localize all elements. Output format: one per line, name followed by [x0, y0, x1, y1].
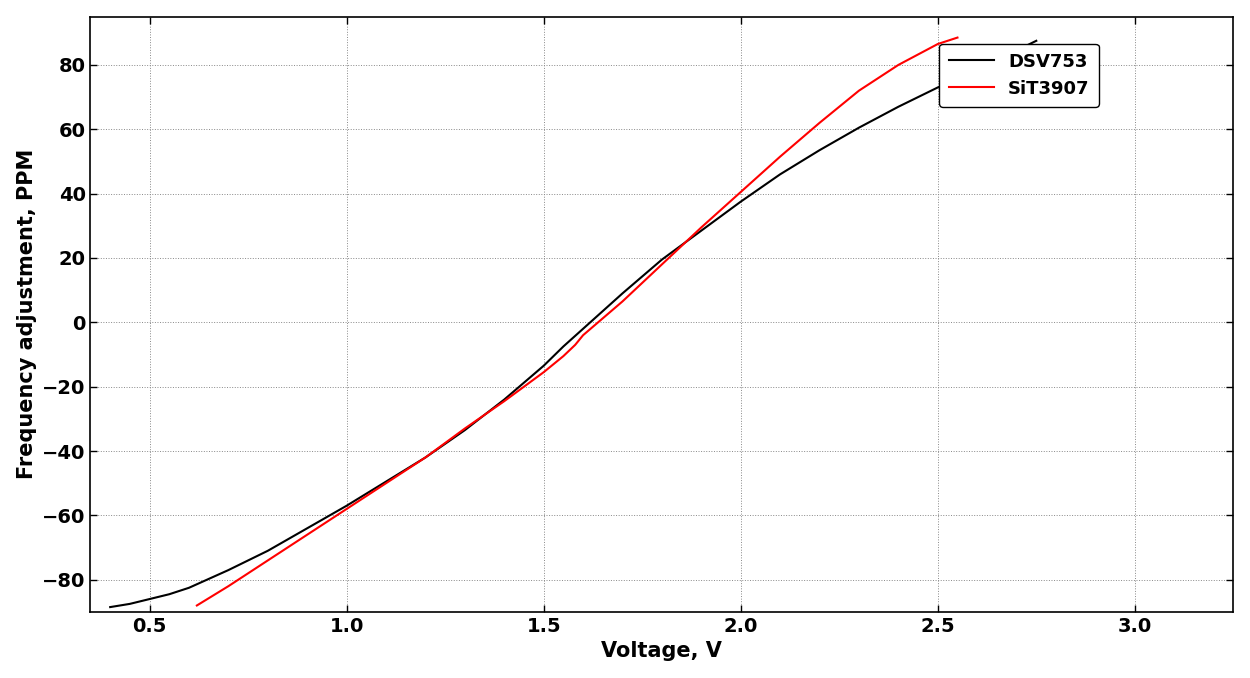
DSV753 [772, 170, 788, 178]
DSV753 [300, 524, 315, 532]
Line: SiT3907: SiT3907 [196, 37, 958, 605]
SiT3907 [458, 424, 472, 433]
DSV753 [556, 342, 571, 351]
DSV753 [260, 546, 275, 555]
DSV753 [615, 290, 630, 298]
SiT3907 [615, 298, 630, 306]
SiT3907 [556, 352, 571, 360]
SiT3907 [300, 531, 315, 539]
Line: DSV753: DSV753 [110, 41, 1036, 607]
SiT3907 [851, 87, 866, 95]
SiT3907 [950, 33, 965, 41]
SiT3907 [379, 479, 394, 487]
SiT3907 [536, 368, 551, 376]
DSV753 [122, 600, 138, 608]
DSV753 [812, 146, 828, 155]
SiT3907 [496, 397, 511, 405]
SiT3907 [189, 601, 204, 610]
DSV753 [1029, 37, 1044, 45]
DSV753 [1009, 46, 1024, 54]
DSV753 [694, 226, 709, 235]
SiT3907 [812, 119, 828, 127]
DSV753 [458, 426, 472, 434]
SiT3907 [418, 454, 432, 462]
SiT3907 [575, 331, 590, 339]
DSV753 [496, 395, 511, 403]
SiT3907 [260, 557, 275, 565]
DSV753 [181, 584, 196, 592]
DSV753 [734, 197, 749, 205]
DSV753 [575, 325, 590, 333]
X-axis label: Voltage, V: Voltage, V [601, 641, 722, 661]
SiT3907 [891, 61, 906, 69]
DSV753 [970, 66, 985, 74]
SiT3907 [694, 223, 709, 231]
DSV753 [221, 566, 236, 574]
Y-axis label: Frequency adjustment, PPM: Frequency adjustment, PPM [16, 149, 36, 479]
DSV753 [379, 477, 394, 485]
SiT3907 [339, 505, 354, 513]
DSV753 [536, 361, 551, 370]
DSV753 [339, 502, 354, 510]
SiT3907 [568, 341, 582, 349]
DSV753 [851, 123, 866, 132]
SiT3907 [655, 260, 670, 268]
DSV753 [142, 595, 158, 603]
DSV753 [655, 256, 670, 264]
SiT3907 [734, 188, 749, 196]
DSV753 [930, 83, 945, 92]
DSV753 [102, 603, 118, 611]
SiT3907 [221, 582, 236, 591]
DSV753 [990, 56, 1005, 64]
SiT3907 [930, 40, 945, 48]
DSV753 [161, 590, 176, 598]
Legend: DSV753, SiT3907: DSV753, SiT3907 [940, 43, 1099, 106]
DSV753 [891, 102, 906, 111]
SiT3907 [772, 153, 788, 161]
DSV753 [418, 454, 432, 462]
